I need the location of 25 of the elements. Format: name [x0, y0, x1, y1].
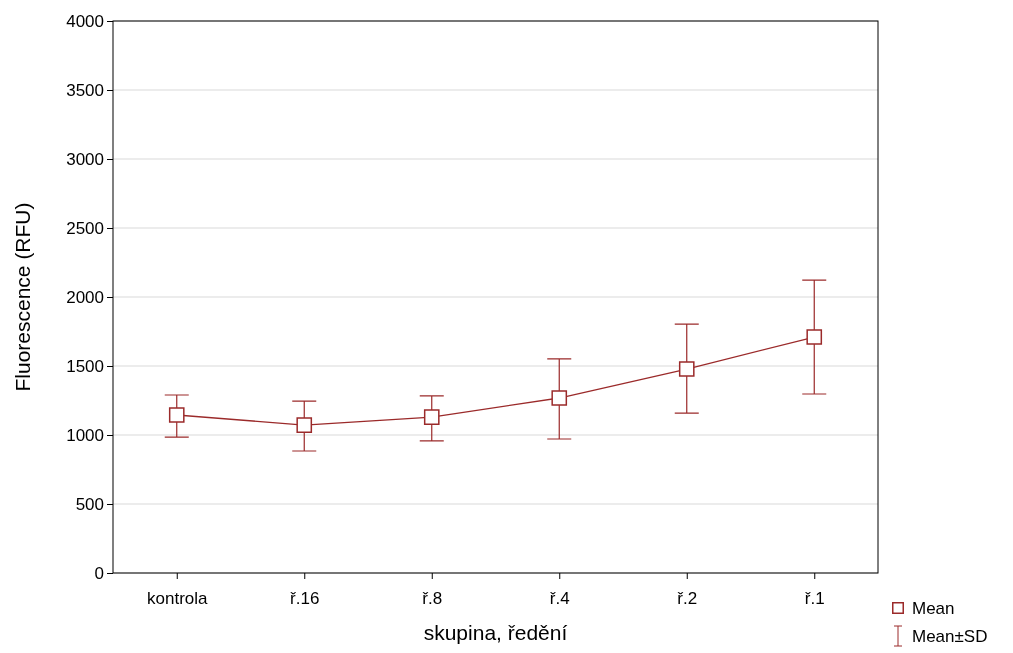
- y-tick-label: 2500: [66, 218, 104, 238]
- x-tick-label: ř.16: [290, 589, 320, 609]
- text: Mean±SD: [912, 627, 988, 646]
- y-tick-label: 4000: [66, 11, 104, 31]
- y-tick-label: 2000: [66, 287, 104, 307]
- y-axis-title: Fluorescence (RFU): [11, 202, 34, 392]
- x-tick-label: ř.4: [549, 589, 570, 609]
- point: [423, 409, 440, 425]
- y-tick-label: 1500: [66, 356, 104, 376]
- x-tick-label: ř.1: [804, 589, 825, 609]
- x-axis-title: skupina, ředění: [423, 621, 568, 644]
- point: [296, 417, 313, 433]
- y-tick-label: 1000: [66, 425, 104, 445]
- x-tick-label: kontrola: [147, 589, 209, 609]
- point: [168, 407, 185, 423]
- y-tick-label: 500: [75, 494, 104, 514]
- y-tick-label: 3000: [66, 149, 104, 169]
- legend-label: Mean: [912, 599, 955, 618]
- x-tick-label: ř.2: [677, 589, 698, 609]
- point: [678, 361, 695, 377]
- point: [806, 329, 823, 345]
- point: [551, 390, 568, 406]
- x-tick-label: ř.8: [422, 589, 443, 609]
- y-tick-label: 0: [94, 563, 104, 583]
- y-tick-label: 3500: [66, 80, 104, 100]
